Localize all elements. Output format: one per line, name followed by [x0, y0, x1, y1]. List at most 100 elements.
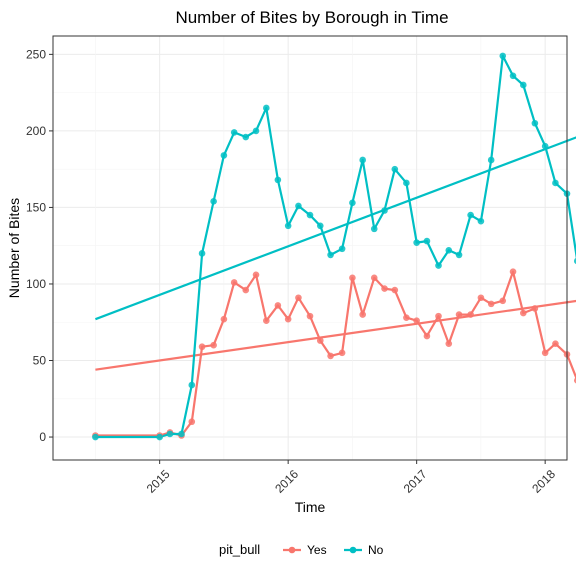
- data-point-no: [359, 156, 366, 164]
- data-point-yes: [230, 279, 238, 286]
- data-point-no: [295, 202, 302, 210]
- data-point-no: [316, 222, 324, 230]
- data-point-no: [520, 81, 527, 89]
- data-point-no: [435, 262, 442, 269]
- y-axis-title: Number of Bites: [6, 198, 22, 298]
- data-point-no: [338, 245, 346, 253]
- data-point-yes: [252, 271, 260, 279]
- data-point-yes: [338, 349, 346, 357]
- x-tick-label: 2015: [144, 467, 173, 496]
- legend-item-yes: Yes: [283, 543, 327, 557]
- data-point-no: [220, 152, 228, 159]
- data-point-no: [210, 198, 217, 205]
- data-point-yes: [573, 377, 576, 384]
- data-point-no: [263, 104, 270, 112]
- data-point-no: [178, 430, 185, 438]
- data-point-yes: [552, 340, 559, 347]
- data-point-yes: [370, 274, 378, 282]
- data-point-no: [284, 222, 292, 230]
- data-point-yes: [445, 340, 453, 347]
- data-point-yes: [274, 302, 282, 309]
- data-point-no: [413, 239, 420, 246]
- data-point-yes: [520, 309, 527, 317]
- legend-item-no: No: [344, 543, 384, 557]
- data-point-yes: [220, 315, 228, 323]
- data-point-yes: [487, 300, 495, 308]
- data-point-yes: [455, 311, 463, 318]
- data-point-no: [327, 251, 334, 259]
- y-tick-label: 100: [26, 277, 46, 291]
- legend-label-no: No: [368, 543, 384, 557]
- legend-key-point-yes: [288, 546, 296, 554]
- data-point-yes: [531, 305, 539, 312]
- data-point-yes: [263, 317, 270, 325]
- data-point-no: [92, 433, 99, 441]
- data-point-no: [573, 257, 576, 265]
- data-point-no: [499, 52, 507, 60]
- x-axis: 2015 2016 2017 2018: [144, 460, 558, 496]
- legend-title: pit_bull: [219, 542, 260, 557]
- data-point-yes: [467, 311, 474, 318]
- data-point-yes: [242, 286, 250, 294]
- data-point-no: [198, 250, 206, 257]
- data-point-no: [455, 251, 463, 259]
- x-tick-label: 2016: [272, 467, 301, 496]
- y-axis: 0 50 100 150 200 250: [26, 47, 53, 444]
- x-tick-label: 2018: [529, 467, 558, 496]
- data-point-yes: [477, 294, 485, 302]
- trend-lines: [95, 136, 576, 371]
- plot-area: [53, 36, 567, 460]
- legend-label-yes: Yes: [307, 543, 327, 557]
- data-point-no: [381, 207, 388, 214]
- data-point-yes: [327, 352, 334, 360]
- data-point-no: [156, 433, 163, 441]
- data-point-no: [541, 142, 549, 150]
- data-point-no: [391, 165, 399, 173]
- y-tick-label: 50: [33, 354, 47, 368]
- trend-line-no: [95, 136, 576, 321]
- legend-items: Yes No: [283, 543, 384, 557]
- data-point-yes: [295, 294, 302, 302]
- data-point-no: [487, 156, 495, 164]
- data-point-yes: [423, 332, 431, 340]
- data-point-no: [445, 246, 453, 254]
- data-point-yes: [499, 297, 507, 305]
- data-point-no: [230, 129, 238, 136]
- data-point-no: [552, 179, 559, 187]
- data-point-yes: [316, 337, 324, 344]
- data-point-no: [242, 133, 250, 141]
- data-point-no: [477, 217, 485, 225]
- data-points: [92, 52, 576, 441]
- trend-line-yes: [95, 299, 576, 371]
- data-point-yes: [198, 343, 206, 351]
- data-point-yes: [210, 341, 217, 349]
- data-point-yes: [306, 312, 314, 320]
- chart-title: Number of Bites by Borough in Time: [175, 8, 448, 27]
- y-tick-label: 0: [39, 430, 46, 444]
- data-point-no: [306, 211, 314, 219]
- data-point-no: [423, 237, 431, 245]
- data-point-yes: [541, 349, 549, 357]
- data-point-yes: [403, 314, 410, 321]
- data-point-no: [370, 225, 378, 233]
- grid: [53, 36, 567, 460]
- data-point-yes: [413, 317, 420, 325]
- data-point-no: [531, 119, 539, 127]
- data-point-no: [467, 211, 474, 219]
- data-point-no: [403, 179, 410, 187]
- data-point-yes: [391, 286, 399, 294]
- y-tick-label: 250: [26, 47, 46, 61]
- plot-border: [52, 35, 568, 461]
- data-point-no: [188, 381, 196, 389]
- data-point-no: [166, 430, 174, 438]
- data-point-no: [274, 176, 282, 184]
- x-tick-label: 2017: [401, 467, 430, 496]
- data-point-no: [252, 127, 260, 135]
- data-point-yes: [381, 285, 388, 292]
- x-axis-title: Time: [295, 499, 326, 515]
- data-point-yes: [509, 268, 517, 276]
- y-tick-label: 200: [26, 124, 46, 138]
- data-point-no: [509, 72, 517, 80]
- legend-key-point-no: [349, 546, 357, 554]
